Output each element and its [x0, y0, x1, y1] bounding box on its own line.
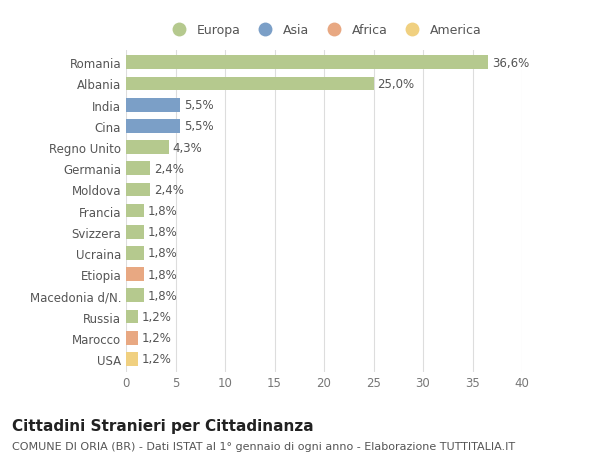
- Text: 2,4%: 2,4%: [154, 162, 184, 175]
- Bar: [126, 352, 138, 366]
- Text: 36,6%: 36,6%: [493, 57, 530, 70]
- Text: 1,8%: 1,8%: [148, 268, 178, 281]
- Legend: Europa, Asia, Africa, America: Europa, Asia, Africa, America: [164, 22, 484, 39]
- Text: 25,0%: 25,0%: [377, 78, 415, 91]
- Text: COMUNE DI ORIA (BR) - Dati ISTAT al 1° gennaio di ogni anno - Elaborazione TUTTI: COMUNE DI ORIA (BR) - Dati ISTAT al 1° g…: [12, 441, 515, 451]
- Bar: [126, 246, 144, 260]
- Bar: [126, 331, 138, 345]
- Text: 2,4%: 2,4%: [154, 184, 184, 196]
- Text: 1,2%: 1,2%: [142, 310, 172, 323]
- Text: 1,8%: 1,8%: [148, 226, 178, 239]
- Text: 1,2%: 1,2%: [142, 331, 172, 344]
- Bar: [126, 120, 181, 134]
- Bar: [126, 289, 144, 302]
- Text: 4,3%: 4,3%: [173, 141, 202, 154]
- Bar: [126, 225, 144, 239]
- Text: 1,8%: 1,8%: [148, 205, 178, 218]
- Bar: [126, 183, 150, 197]
- Text: 5,5%: 5,5%: [184, 99, 214, 112]
- Bar: [126, 99, 181, 112]
- Bar: [126, 141, 169, 155]
- Bar: [126, 268, 144, 281]
- Text: 1,8%: 1,8%: [148, 247, 178, 260]
- Bar: [126, 78, 373, 91]
- Bar: [126, 162, 150, 176]
- Bar: [126, 56, 488, 70]
- Text: 1,2%: 1,2%: [142, 353, 172, 365]
- Text: Cittadini Stranieri per Cittadinanza: Cittadini Stranieri per Cittadinanza: [12, 418, 314, 433]
- Bar: [126, 204, 144, 218]
- Bar: [126, 310, 138, 324]
- Text: 5,5%: 5,5%: [184, 120, 214, 133]
- Text: 1,8%: 1,8%: [148, 289, 178, 302]
